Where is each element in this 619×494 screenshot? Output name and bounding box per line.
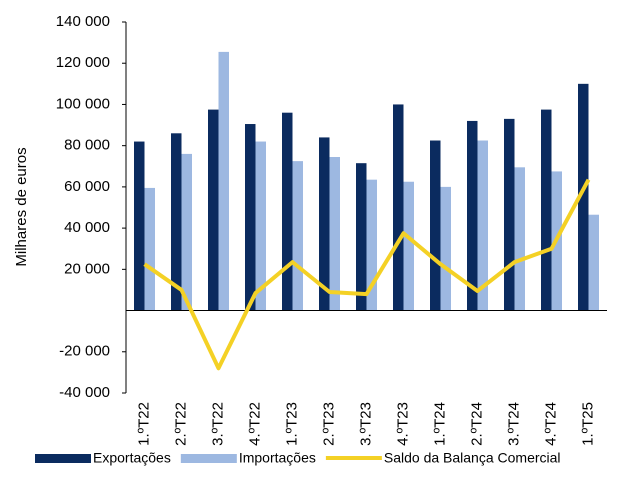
y-tick-label: -40 000 — [59, 384, 110, 401]
x-tick-label: 1.ºT24 — [431, 402, 448, 446]
y-tick-label: 60 000 — [64, 178, 110, 195]
bar — [430, 140, 441, 311]
x-tick-label: 3.ºT24 — [505, 402, 522, 446]
x-tick-label: 2.ºT22 — [172, 402, 189, 446]
bar — [218, 51, 229, 311]
x-tick-label: 2.ºT23 — [320, 402, 337, 446]
bar — [588, 214, 599, 311]
bar — [403, 181, 414, 311]
bar — [467, 120, 478, 311]
bar — [282, 112, 293, 311]
bar — [541, 109, 552, 311]
x-tick-label: 4.ºT22 — [246, 402, 263, 446]
bar — [514, 167, 525, 311]
y-tick-label: 20 000 — [64, 260, 110, 277]
legend-swatch — [180, 454, 237, 463]
legend-label: Exportações — [93, 450, 171, 466]
y-tick-label: 80 000 — [64, 137, 110, 154]
bar — [181, 153, 192, 311]
bar — [245, 124, 256, 311]
bar — [393, 104, 404, 311]
x-tick-label: 1.ºT25 — [579, 402, 596, 446]
y-axis-label: Milhares de euros — [13, 147, 30, 266]
bar — [440, 186, 451, 311]
y-tick-label: 140 000 — [56, 13, 110, 30]
x-tick-label: 1.ºT23 — [283, 402, 300, 446]
x-tick-label: 1.ºT22 — [135, 402, 152, 446]
bar — [366, 179, 377, 311]
y-tick-label: 100 000 — [56, 95, 110, 112]
bar — [255, 141, 266, 311]
x-tick-label: 4.ºT23 — [394, 402, 411, 446]
y-tick-label: -20 000 — [59, 343, 110, 360]
bar — [477, 140, 488, 311]
bar — [504, 118, 515, 311]
legend-label: Saldo da Balança Comercial — [384, 450, 561, 466]
bar — [134, 141, 145, 311]
x-tick-label: 4.ºT24 — [542, 402, 559, 446]
legend-swatch — [35, 454, 91, 463]
bar — [292, 161, 303, 311]
x-tick-label: 3.ºT23 — [357, 402, 374, 446]
legend-label: Importações — [239, 450, 316, 466]
x-tick-label: 2.ºT24 — [468, 402, 485, 446]
bar — [578, 83, 589, 311]
bar — [356, 163, 367, 311]
y-tick-label: 40 000 — [64, 219, 110, 236]
bar — [171, 133, 182, 311]
bar — [208, 109, 219, 311]
line — [143, 178, 591, 371]
y-tick-label: 120 000 — [56, 54, 110, 71]
x-tick-label: 3.ºT22 — [209, 402, 226, 446]
bar — [319, 137, 330, 311]
bar — [144, 187, 155, 311]
bar — [329, 157, 340, 311]
